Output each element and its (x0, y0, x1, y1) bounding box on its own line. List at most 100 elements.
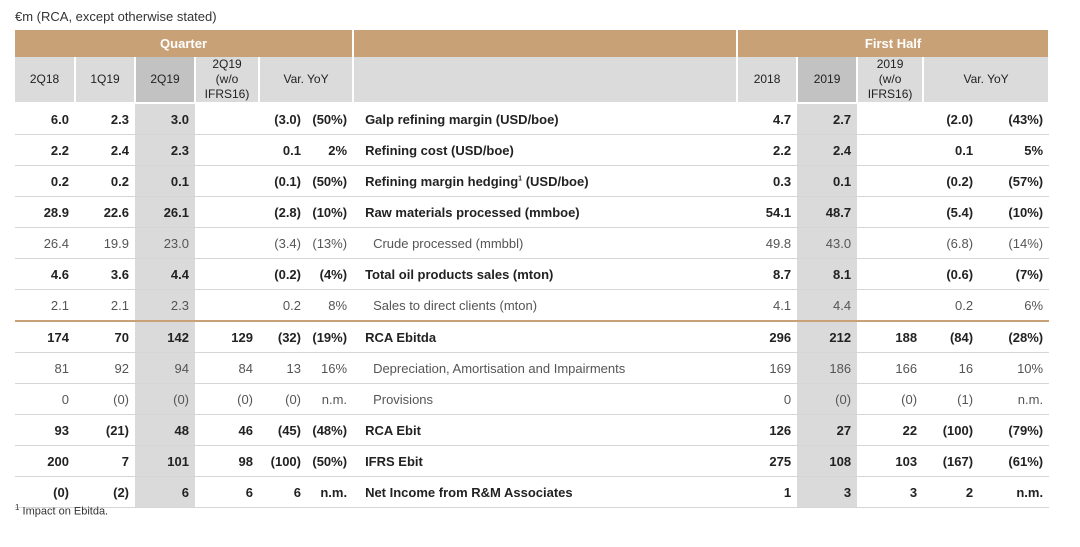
cell-2q19: 0.1 (135, 165, 195, 197)
cell-2q19-wo-ifrs16: 84 (195, 352, 259, 384)
cell-2q18: 93 (15, 414, 75, 446)
table-row: 26.4 19.9 23.0 (3.4) (13%) Crude processed (m… (15, 227, 1050, 259)
cell-2019-wo-ifrs16 (857, 227, 924, 259)
cell-2018: 169 (737, 352, 798, 384)
cell-1q19: 0.2 (75, 165, 135, 197)
cell-2018: 49.8 (737, 227, 798, 259)
cell-2q19: 2.3 (135, 289, 195, 322)
cell-2q18: 174 (15, 320, 75, 353)
row-label: RCA Ebit (353, 414, 738, 446)
cell-q-var-abs: (45) (259, 414, 305, 446)
cell-2019: 48.7 (797, 196, 858, 228)
cell-2019: 186 (797, 352, 858, 384)
cell-q-var-abs: (0.2) (259, 258, 305, 290)
cell-2019-wo-ifrs16: 188 (857, 320, 924, 353)
cell-2019-wo-ifrs16: 3 (857, 476, 924, 508)
col-header-2019: 2019 (797, 57, 859, 104)
header-spacer (353, 30, 739, 57)
table-caption: €m (RCA, except otherwise stated) (15, 9, 217, 24)
row-label-text: Depreciation, Amortisation and Impairmen… (373, 360, 626, 376)
cell-q-var-abs: 0.1 (259, 134, 305, 166)
cell-h-var-pct: (79%) (977, 414, 1050, 446)
cell-2q18: 200 (15, 445, 75, 477)
cell-h-var-abs: (6.8) (923, 227, 978, 259)
row-label-text: RCA Ebit (365, 422, 421, 438)
cell-h-var-abs: (0.6) (923, 258, 978, 290)
cell-h-var-abs: (84) (923, 320, 978, 353)
table-row: 6.0 2.3 3.0 (3.0) (50%) Galp refining margin … (15, 103, 1050, 135)
cell-h-var-abs: 16 (923, 352, 978, 384)
cell-2018: 8.7 (737, 258, 798, 290)
cell-2q18: 2.2 (15, 134, 75, 166)
table-row: (0) (2) 6 6 6 n.m. Net Income from R&M Associa… (15, 476, 1050, 508)
cell-2018: 4.1 (737, 289, 798, 322)
row-label-text: Crude processed (mmbbl) (373, 235, 524, 251)
cell-2019: 2.7 (797, 103, 858, 135)
cell-2019-wo-ifrs16: (0) (857, 383, 924, 415)
cell-2q18: 2.1 (15, 289, 75, 322)
row-label: Provisions (353, 383, 738, 415)
cell-2q19: 4.4 (135, 258, 195, 290)
row-label-text: IFRS Ebit (365, 453, 423, 469)
cell-h-var-pct: (43%) (977, 103, 1050, 135)
cell-q-var-abs: (100) (259, 445, 305, 477)
row-label: Depreciation, Amortisation and Impairmen… (353, 352, 738, 384)
cell-2019-wo-ifrs16 (857, 134, 924, 166)
cell-2q18: 26.4 (15, 227, 75, 259)
quarter-header: Quarter (15, 30, 355, 57)
cell-2q19-wo-ifrs16 (195, 165, 259, 197)
cell-h-var-pct: (10%) (977, 196, 1050, 228)
cell-1q19: 2.1 (75, 289, 135, 322)
cell-2q19-wo-ifrs16: 6 (195, 476, 259, 508)
cell-2018: 0.3 (737, 165, 798, 197)
cell-2018: 2.2 (737, 134, 798, 166)
cell-q-var-abs: (2.8) (259, 196, 305, 228)
cell-h-var-pct: n.m. (977, 476, 1050, 508)
cell-2q19: 3.0 (135, 103, 195, 135)
cell-q-var-pct: (48%) (305, 414, 354, 446)
cell-h-var-pct: (57%) (977, 165, 1050, 197)
footnote-ref: 1 (518, 175, 523, 183)
cell-2q18: 81 (15, 352, 75, 384)
cell-2019-wo-ifrs16 (857, 165, 924, 197)
cell-2019: 0.1 (797, 165, 858, 197)
cell-h-var-pct: (7%) (977, 258, 1050, 290)
cell-h-var-abs: (2.0) (923, 103, 978, 135)
row-label: Crude processed (mmbbl) (353, 227, 738, 259)
cell-q-var-pct: 2% (305, 134, 354, 166)
cell-2q19: 6 (135, 476, 195, 508)
cell-1q19: (2) (75, 476, 135, 508)
row-label: Sales to direct clients (mton) (353, 289, 738, 322)
refining-marketing-table: Quarter First Half 2Q18 1Q19 2Q19 2Q19 (… (15, 30, 1051, 508)
cell-2018: 275 (737, 445, 798, 477)
cell-2018: 54.1 (737, 196, 798, 228)
cell-2q18: 28.9 (15, 196, 75, 228)
row-label: IFRS Ebit (353, 445, 738, 477)
cell-2q19-wo-ifrs16: 129 (195, 320, 259, 353)
cell-2019: 212 (797, 320, 858, 353)
cell-q-var-abs: 6 (259, 476, 305, 508)
row-label-text: Total oil products sales (mton) (365, 266, 554, 282)
cell-1q19: 19.9 (75, 227, 135, 259)
cell-1q19: 2.3 (75, 103, 135, 135)
cell-q-var-pct: (4%) (305, 258, 354, 290)
row-label-text: RCA Ebitda (365, 329, 437, 345)
cell-h-var-pct: (14%) (977, 227, 1050, 259)
cell-2019-wo-ifrs16: 22 (857, 414, 924, 446)
cell-1q19: 70 (75, 320, 135, 353)
table-row: 4.6 3.6 4.4 (0.2) (4%) Total oil products sal… (15, 258, 1050, 290)
cell-2q18: 0 (15, 383, 75, 415)
cell-2019: 2.4 (797, 134, 858, 166)
cell-2q19: 2.3 (135, 134, 195, 166)
cell-2q18: (0) (15, 476, 75, 508)
table-row: 0 (0) (0) (0) (0) n.m. Provisions 0 (0) (0) (1) n.m… (15, 383, 1050, 415)
cell-q-var-pct: 16% (305, 352, 354, 384)
cell-q-var-abs: 13 (259, 352, 305, 384)
cell-q-var-pct: n.m. (305, 476, 354, 508)
table-row: 2.1 2.1 2.3 0.2 8% Sales to direct clients (m… (15, 289, 1050, 322)
cell-h-var-pct: 5% (977, 134, 1050, 166)
cell-1q19: (21) (75, 414, 135, 446)
cell-2019: 43.0 (797, 227, 858, 259)
cell-2018: 0 (737, 383, 798, 415)
cell-2019-wo-ifrs16: 103 (857, 445, 924, 477)
